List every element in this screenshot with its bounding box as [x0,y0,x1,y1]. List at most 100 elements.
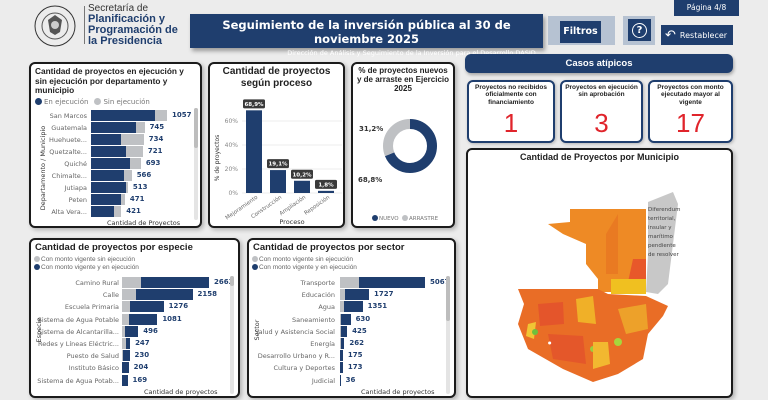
data-label: 425 [352,326,367,335]
reset-button[interactable]: ↶ Restablecer [661,25,733,45]
bar-row[interactable]: Sistema de Agua Potab... 169 [31,374,236,387]
legend-item[interactable]: En ejecución [35,97,88,106]
bar-segment[interactable] [340,301,345,313]
bar-segment[interactable] [122,277,141,288]
bar-segment[interactable] [126,146,143,157]
bar-segment[interactable] [340,325,348,337]
bar-segment[interactable] [91,158,130,169]
bar-segment[interactable] [340,338,345,349]
bar-row[interactable]: Transporte 5067 [249,277,449,289]
bar-segment[interactable] [130,301,164,313]
bar-segment[interactable] [340,313,341,325]
bar-row[interactable]: Saneamiento 630 [249,313,449,326]
bar-segment[interactable] [340,350,343,362]
bar-segment[interactable] [122,350,123,362]
bar-row[interactable]: Desarrollo Urbano y R... 175 [249,350,449,362]
scrollbar[interactable] [230,276,234,394]
bar-segment[interactable] [340,313,351,325]
bar-segment[interactable] [91,134,121,145]
bar-segment[interactable] [122,325,125,337]
bar-segment[interactable] [91,206,114,217]
kpi-card-no-recibidos[interactable]: Proyectos no recibidos oficialmente con … [467,80,555,143]
bar-row[interactable]: San Marcos 1057 [31,110,196,122]
category-label: Salud y Asistencia Social [254,327,335,336]
help-button[interactable]: ? [628,19,651,41]
bar-row[interactable]: Agua 1351 [249,301,449,313]
bar-segment[interactable] [340,338,341,349]
bar-segment[interactable] [340,277,359,288]
data-label-box [267,159,289,169]
bar-row[interactable]: Salud y Asistencia Social 425 [249,325,449,338]
bar-row[interactable]: Alta Vera... 421 [31,206,196,218]
bar-segment[interactable] [129,158,141,169]
kpi-card-monto-mayor[interactable]: Proyectos con monto ejecutado mayor al v… [648,80,733,143]
bar-row[interactable]: Cultura y Deportes 173 [249,362,449,374]
bar-segment[interactable] [120,134,144,145]
bar-segment[interactable] [358,277,425,288]
bar-row[interactable]: Peten 471 [31,194,196,206]
legend-item[interactable]: Con monto vigente y en ejecución [34,263,139,271]
legend-item[interactable]: Con monto vigente sin ejecución [252,255,353,263]
bar-segment[interactable] [91,122,136,133]
bar-segment[interactable] [136,289,193,301]
bar[interactable] [294,180,310,193]
legend-item[interactable]: Con monto vigente sin ejecución [34,255,135,263]
bar-segment[interactable] [124,170,132,181]
donut-slice[interactable] [383,119,437,173]
bar-segment[interactable] [124,325,139,337]
bar-segment[interactable] [91,194,121,205]
bar-row[interactable]: Puesto de Salud 230 [31,350,236,362]
bar-segment[interactable] [91,110,155,121]
bar-row[interactable]: Jutiapa 513 [31,182,196,194]
bar-segment[interactable] [344,301,363,313]
bar-segment[interactable] [125,182,128,193]
bar-row[interactable]: Judicial 36 [249,374,449,387]
bar-segment[interactable] [136,122,145,133]
bar-segment[interactable] [340,289,346,301]
bar-row[interactable]: Redes y Líneas Eléctric... 247 [31,338,236,350]
bar-row[interactable]: Calle 2158 [31,289,236,301]
bar-segment[interactable] [91,146,127,157]
legend-item[interactable]: Sin ejecución [94,97,150,106]
bar-segment[interactable] [129,313,158,325]
bar-row[interactable]: Sistema de Agua Potable 1081 [31,313,236,326]
scrollbar[interactable] [446,276,450,394]
bar-segment[interactable] [114,206,122,217]
filters-button[interactable]: Filtros [560,21,601,43]
bar-segment[interactable] [340,374,342,386]
data-label: 5067 [430,278,450,286]
bar-segment[interactable] [122,313,130,325]
bar-row[interactable]: Quiché 693 [31,158,196,170]
bar-row[interactable]: Chimalte... 566 [31,170,196,182]
guatemala-map[interactable]: ● [468,164,731,394]
bar-row[interactable]: Huehuete... 734 [31,134,196,146]
bar-row[interactable]: Guatemala 745 [31,122,196,134]
bar-row[interactable]: Camino Rural 2663 [31,277,236,289]
bar-segment[interactable] [154,110,167,121]
bar-row[interactable]: Educación 1727 [249,289,449,301]
bar-segment[interactable] [140,277,209,288]
bar[interactable] [318,190,334,193]
bar-segment[interactable] [122,350,130,362]
bar-row[interactable]: Instituto Básico 204 [31,362,236,374]
legend-item[interactable]: Con monto vigente y en ejecución [252,263,357,271]
bar-row[interactable]: Escuela Primaria 1276 [31,301,236,313]
bar-segment[interactable] [122,374,128,386]
bar[interactable] [270,170,286,193]
scrollbar[interactable] [194,108,198,220]
bar-segment[interactable] [120,194,125,205]
bar-segment[interactable] [125,338,131,349]
bar-row[interactable]: Quetzalte... 721 [31,146,196,158]
bar-segment[interactable] [122,289,137,301]
bar[interactable] [246,110,262,193]
kpi-card-sin-aprobacion[interactable]: Proyectos en ejecución sin aprobación 3 [560,80,643,143]
bar-segment[interactable] [340,362,343,374]
bar-segment[interactable] [91,170,124,181]
bar-segment[interactable] [345,289,369,301]
bar-segment[interactable] [122,301,130,313]
bar-segment[interactable] [122,362,129,374]
bar-row[interactable]: Sistema de Alcantarilla... 496 [31,325,236,338]
bar-row[interactable]: Energía 262 [249,338,449,350]
bar-segment[interactable] [91,182,126,193]
bar-segment[interactable] [122,338,126,349]
